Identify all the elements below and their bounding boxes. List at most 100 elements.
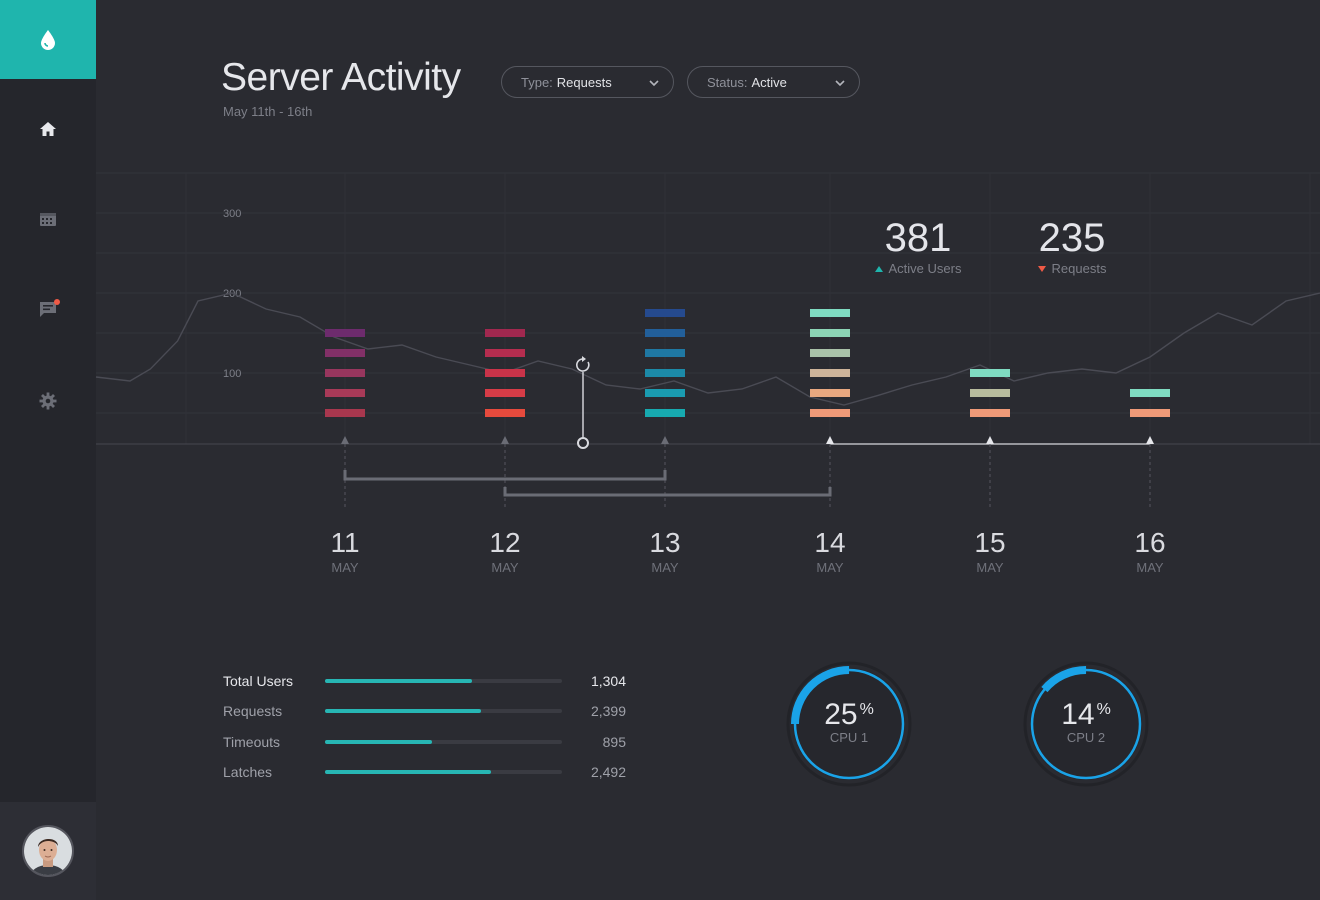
bar-segment bbox=[970, 409, 1010, 417]
home-icon bbox=[40, 122, 56, 136]
notification-dot bbox=[54, 299, 60, 305]
trend-line bbox=[95, 292, 1320, 406]
cpu2-gauge: 14% CPU 2 bbox=[1022, 660, 1150, 788]
bar-segment bbox=[810, 409, 850, 417]
bar-segment bbox=[485, 389, 525, 397]
day-number: 12 bbox=[489, 527, 520, 558]
metric-label: Timeouts bbox=[223, 734, 281, 750]
nav-messages[interactable] bbox=[0, 289, 96, 329]
y-tick-label: 300 bbox=[223, 208, 241, 220]
bar-segment bbox=[645, 329, 685, 337]
cpu1-unit: % bbox=[859, 701, 874, 718]
cpu1-ring bbox=[786, 661, 912, 787]
day-pointer bbox=[986, 436, 994, 444]
user-area bbox=[0, 802, 96, 900]
cpu2-ring bbox=[1023, 661, 1149, 787]
bar-segment bbox=[645, 349, 685, 357]
gear-icon bbox=[39, 392, 57, 410]
gauge-face bbox=[1030, 668, 1142, 780]
metric-label: Latches bbox=[223, 764, 273, 780]
server-activity-chart: 300 200 100 11 MAY 12 MAY 13 MAY 14 MAY 15 MAY 16 MAY bbox=[95, 208, 1320, 575]
metric-label: Total Users bbox=[223, 673, 294, 689]
type-filter-label: Type: bbox=[521, 74, 553, 90]
bar-segment bbox=[1130, 389, 1170, 397]
nav-calendar[interactable] bbox=[0, 199, 96, 239]
bar-segment bbox=[485, 369, 525, 377]
metric-track bbox=[325, 679, 562, 683]
active-users-label: Active Users bbox=[888, 261, 962, 276]
logo[interactable] bbox=[0, 0, 96, 79]
bar-segment bbox=[645, 389, 685, 397]
type-filter-select[interactable]: Type: Requests bbox=[501, 66, 674, 98]
day-number: 13 bbox=[649, 527, 680, 558]
gauge-value-arc bbox=[1028, 666, 1144, 782]
calendar-icon bbox=[40, 213, 56, 226]
bar-segment bbox=[970, 369, 1010, 377]
avatar[interactable] bbox=[22, 825, 74, 877]
sidebar bbox=[0, 0, 96, 900]
chevron-down-icon bbox=[649, 80, 659, 87]
trend-up-icon bbox=[874, 266, 883, 272]
bar-segment bbox=[325, 329, 365, 337]
bar-segment bbox=[485, 349, 525, 357]
bar-segment bbox=[645, 309, 685, 317]
day-pointer bbox=[1146, 436, 1154, 444]
day-pointer bbox=[341, 436, 349, 444]
bar-segment bbox=[325, 389, 365, 397]
nav-settings[interactable] bbox=[0, 381, 96, 421]
metric-track bbox=[325, 740, 562, 744]
chat-icon bbox=[40, 302, 56, 317]
trend-down-icon bbox=[1037, 266, 1046, 272]
bar-segment bbox=[970, 389, 1010, 397]
cpu2-unit: % bbox=[1096, 701, 1111, 718]
metric-row-total-users: Total Users 1,304 bbox=[223, 671, 643, 691]
metric-value: 2,399 bbox=[590, 703, 626, 719]
metric-fill bbox=[325, 679, 472, 683]
chevron-down-icon bbox=[835, 80, 845, 87]
bar-segment bbox=[810, 309, 850, 317]
nav-home[interactable] bbox=[0, 109, 96, 149]
cpu2-label: CPU 2 bbox=[1066, 730, 1106, 745]
bar-segment bbox=[325, 349, 365, 357]
bar-segment bbox=[810, 389, 850, 397]
metric-row-timeouts: Timeouts 895 bbox=[223, 732, 643, 752]
status-filter-value: Active bbox=[751, 74, 787, 90]
day-month: MAY bbox=[976, 560, 1004, 575]
bar-segment bbox=[810, 329, 850, 337]
page-title: Server Activity bbox=[221, 56, 461, 99]
gauge-face bbox=[793, 668, 905, 780]
metric-value: 2,492 bbox=[590, 764, 626, 780]
requests-label: Requests bbox=[1051, 261, 1107, 276]
bar-segment bbox=[645, 409, 685, 417]
bar-segment bbox=[325, 369, 365, 377]
gauge-outer-ring bbox=[1023, 661, 1149, 787]
day-month: MAY bbox=[331, 560, 359, 575]
requests-stat: 235 Requests bbox=[1012, 216, 1132, 276]
bar-segment bbox=[1130, 409, 1170, 417]
bar-segment bbox=[810, 369, 850, 377]
y-tick-label: 100 bbox=[223, 368, 241, 380]
status-filter-select[interactable]: Status: Active bbox=[687, 66, 860, 98]
metric-fill bbox=[325, 770, 491, 774]
day-month: MAY bbox=[491, 560, 519, 575]
y-tick-label: 200 bbox=[223, 288, 241, 300]
status-filter-label: Status: bbox=[707, 74, 748, 90]
metric-row-latches: Latches 2,492 bbox=[223, 762, 643, 782]
active-users-stat: 381 Active Users bbox=[858, 216, 978, 276]
day-number: 14 bbox=[814, 527, 845, 558]
cpu2-value: 14 bbox=[1061, 698, 1095, 731]
day-pointer bbox=[501, 436, 509, 444]
day-number: 11 bbox=[330, 527, 359, 558]
cpu1-label: CPU 1 bbox=[829, 730, 869, 745]
refresh-icon bbox=[576, 358, 590, 372]
active-users-value: 381 bbox=[884, 216, 952, 260]
metric-value: 1,304 bbox=[590, 673, 626, 689]
range-bracket bbox=[343, 470, 667, 481]
drag-handle bbox=[577, 437, 589, 449]
metric-row-requests: Requests 2,399 bbox=[223, 701, 643, 721]
day-month: MAY bbox=[816, 560, 844, 575]
type-filter-value: Requests bbox=[556, 74, 612, 90]
bar-segment bbox=[485, 409, 525, 417]
day-number: 15 bbox=[974, 527, 1005, 558]
day-month: MAY bbox=[1136, 560, 1164, 575]
